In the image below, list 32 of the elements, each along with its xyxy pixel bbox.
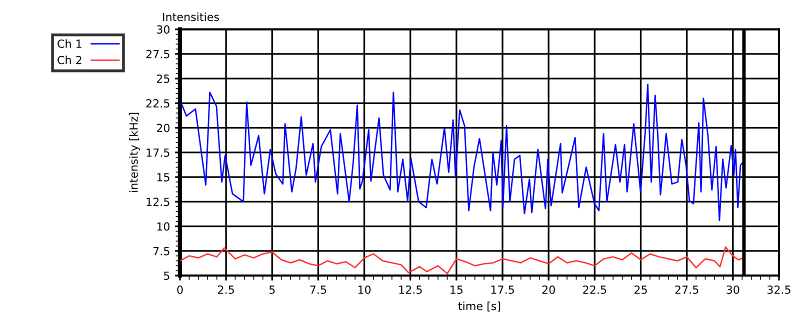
x-tick-label: 0: [177, 286, 183, 294]
x-tick-label: 10: [358, 286, 371, 294]
x-tick-label: 27.5: [675, 286, 698, 294]
x-axis-title: time [s]: [458, 302, 500, 312]
x-tick-label: 15: [450, 286, 463, 294]
line-series: [180, 84, 745, 222]
x-tick-label: 32.5: [767, 286, 790, 294]
x-tick-label: 2.5: [218, 286, 234, 294]
y-tick-label: 7.5: [153, 247, 170, 256]
y-tick-label: 5: [164, 272, 170, 280]
x-tick-label: 5: [269, 286, 275, 294]
chart-title: Intensities: [163, 12, 219, 22]
y-tick-label: 20: [156, 124, 170, 132]
x-tick-label: 17.5: [491, 286, 514, 294]
x-tick-label: 20: [542, 286, 555, 294]
x-tick-label: 25: [634, 286, 647, 294]
y-tick-label: 27.5: [146, 50, 170, 58]
legend-label: Ch 2: [58, 56, 82, 64]
y-tick-label: 12.5: [146, 198, 170, 206]
y-axis-title: intensity [kHz]: [129, 112, 140, 192]
y-tick-label: 25: [156, 74, 170, 83]
x-tick-label: 7.5: [310, 286, 326, 294]
x-tick-label: 22.5: [583, 286, 606, 294]
x-tick-label: 12.5: [399, 286, 422, 294]
line-series: [180, 246, 745, 274]
y-tick-label: 15: [157, 173, 170, 182]
y-tick-label: 22.5: [146, 99, 170, 108]
legend-label: Ch 1: [58, 39, 82, 48]
y-tick-label: 10: [157, 222, 170, 231]
y-tick-label: 17.5: [146, 148, 170, 157]
y-tick-label: 30: [156, 25, 170, 34]
x-tick-label: 30: [726, 286, 740, 294]
